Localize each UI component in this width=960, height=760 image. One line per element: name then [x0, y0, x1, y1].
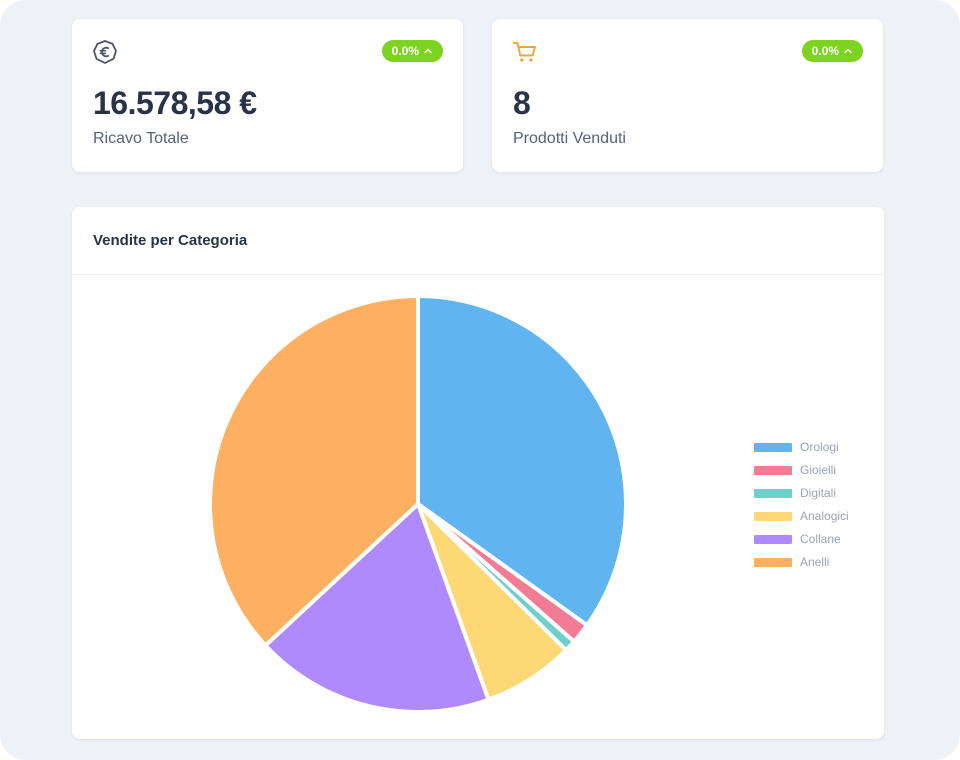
legend-swatch	[754, 534, 792, 544]
legend-item-anelli[interactable]: Anelli	[754, 555, 849, 569]
sales-by-category-card: Vendite per Categoria Orologi Gioielli Dig…	[72, 207, 884, 739]
revenue-card: 0.0% 16.578,58 € Ricavo Totale	[72, 19, 463, 172]
products-sold-label: Prodotti Venduti	[513, 130, 626, 147]
legend-item-collane[interactable]: Collane	[754, 532, 849, 546]
legend-swatch	[754, 442, 792, 452]
legend-label: Collane	[800, 532, 841, 546]
chart-legend: Orologi Gioielli Digitali Analogici Collane A…	[754, 440, 849, 569]
pie-slice-orologi[interactable]	[416, 294, 628, 628]
products-sold-value: 8	[513, 85, 531, 121]
legend-swatch	[754, 465, 792, 475]
chevron-up-icon	[424, 48, 432, 54]
legend-label: Anelli	[800, 555, 830, 569]
legend-item-orologi[interactable]: Orologi	[754, 440, 849, 454]
revenue-change-value: 0.0%	[391, 44, 419, 58]
legend-item-analogici[interactable]: Analogici	[754, 509, 849, 523]
legend-swatch	[754, 511, 792, 521]
chevron-up-icon	[844, 48, 852, 54]
pie-chart	[208, 294, 628, 714]
revenue-change-badge: 0.0%	[381, 40, 443, 62]
legend-label: Digitali	[800, 486, 837, 500]
sold-change-badge: 0.0%	[801, 40, 863, 62]
sold-change-value: 0.0%	[811, 44, 839, 58]
pie-slice-collane[interactable]	[263, 502, 491, 714]
legend-label: Analogici	[800, 509, 849, 523]
legend-item-digitali[interactable]: Digitali	[754, 486, 849, 500]
legend-label: Orologi	[800, 440, 839, 454]
euro-icon	[93, 40, 117, 64]
chart-title: Vendite per Categoria	[93, 232, 248, 249]
legend-label: Gioielli	[800, 463, 837, 477]
chart-header: Vendite per Categoria	[72, 207, 884, 275]
legend-swatch	[754, 488, 792, 498]
revenue-value: 16.578,58 €	[93, 85, 257, 121]
cart-icon	[513, 42, 536, 62]
legend-item-gioielli[interactable]: Gioielli	[754, 463, 849, 477]
revenue-label: Ricavo Totale	[93, 130, 189, 147]
legend-swatch	[754, 557, 792, 567]
pie-slice-anelli[interactable]	[208, 294, 420, 648]
products-sold-card: 0.0% 8 Prodotti Venduti	[492, 19, 883, 172]
